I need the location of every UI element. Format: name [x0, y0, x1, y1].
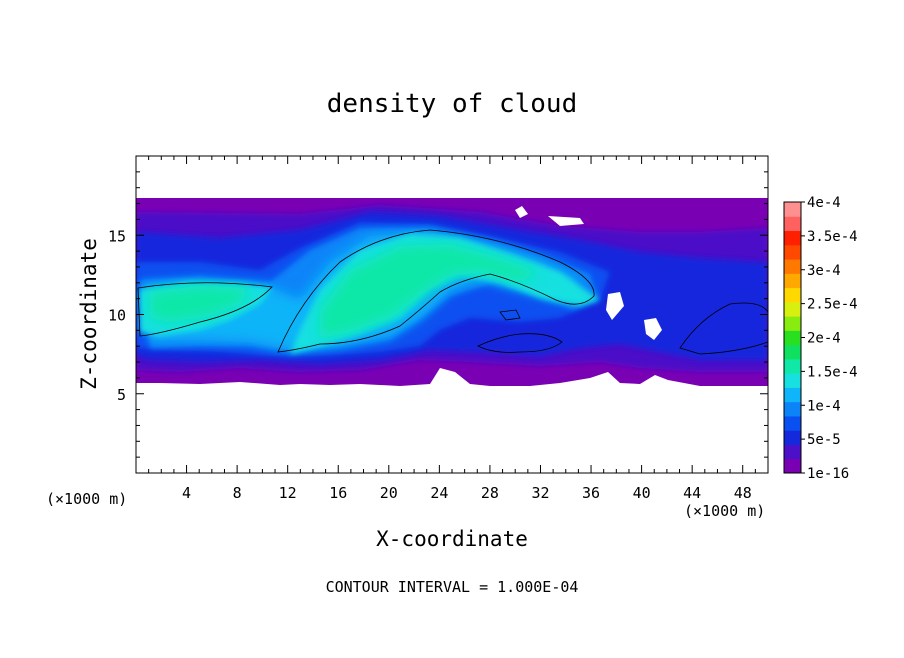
clear-gap — [644, 318, 662, 340]
y-tick-label: 15 — [108, 227, 126, 245]
colorbar-label: 2.5e-4 — [807, 297, 858, 313]
y-axis-unit: (×1000 m) — [46, 490, 127, 508]
colorbar-label: 1.5e-4 — [807, 364, 858, 380]
x-axis: 4 8 12 16 20 24 28 32 36 40 44 48 — [148, 156, 756, 502]
colorbar-swatch — [784, 444, 801, 460]
x-tick-label: 20 — [380, 484, 398, 502]
x-tick-label: 28 — [481, 484, 499, 502]
colorbar-label: 3e-4 — [807, 263, 841, 279]
plot-area — [136, 198, 768, 386]
x-tick-label: 40 — [633, 484, 651, 502]
colorbar-swatch — [784, 373, 801, 388]
x-tick-label: 44 — [683, 484, 701, 502]
clear-gap — [515, 206, 528, 218]
contour-line — [477, 333, 563, 353]
colorbar-swatch — [784, 301, 801, 317]
colorbar-swatch — [784, 458, 801, 474]
colorbar-label: 2e-4 — [807, 331, 841, 347]
colorbar-swatch — [784, 244, 801, 260]
colorbar-swatch — [784, 358, 801, 374]
contour-line — [137, 282, 273, 337]
colorbar-label: 1e-16 — [807, 466, 849, 482]
x-tick-label: 4 — [182, 484, 191, 502]
chart-title: density of cloud — [327, 89, 577, 119]
clear-gap — [548, 216, 584, 226]
colorbar-swatch — [784, 430, 801, 445]
colorbar-swatch — [784, 230, 801, 246]
colorbar-label: 4e-4 — [807, 195, 841, 211]
colorbar-swatch — [784, 273, 801, 289]
colorbar-swatch — [784, 216, 801, 232]
y-tick-label: 10 — [108, 307, 126, 325]
x-tick-label: 8 — [233, 484, 242, 502]
x-tick-label: 16 — [329, 484, 347, 502]
colorbar-label: 1e-4 — [807, 398, 841, 414]
cloud-peak-center — [320, 244, 540, 338]
y-tick-label: 5 — [117, 386, 126, 404]
contour-interval-note: CONTOUR INTERVAL = 1.000E-04 — [326, 578, 579, 596]
x-tick-label: 32 — [531, 484, 549, 502]
colorbar-swatch — [784, 401, 801, 417]
x-tick-label: 12 — [279, 484, 297, 502]
colorbar-swatch — [784, 415, 801, 431]
contour-line — [277, 229, 595, 353]
colorbar-label: 5e-5 — [807, 432, 841, 448]
colorbar-swatch — [784, 387, 801, 403]
contour-line — [499, 309, 521, 321]
clear-gap — [606, 292, 624, 320]
x-tick-label: 36 — [582, 484, 600, 502]
y-axis: 5 10 15 — [108, 171, 768, 458]
colorbar-swatch — [784, 259, 801, 274]
contour-line — [679, 302, 768, 355]
colorbar-swatch — [784, 202, 801, 217]
x-axis-label: X-coordinate — [376, 527, 528, 551]
colorbar-swatch — [784, 344, 801, 360]
colorbar-swatch — [784, 287, 801, 303]
x-tick-label: 48 — [734, 484, 752, 502]
cloud-peak-left — [150, 286, 250, 322]
y-axis-label: Z-coordinate — [77, 238, 101, 390]
colorbar-swatch — [784, 330, 801, 346]
x-axis-unit: (×1000 m) — [684, 502, 765, 520]
colorbar-label: 3.5e-4 — [807, 229, 858, 245]
x-tick-label: 24 — [430, 484, 448, 502]
colorbar-swatch — [784, 316, 801, 331]
colorbar: 1e-16 5e-5 1e-4 1.5e-4 2e-4 2.5e-4 3e-4 3.5e-4 4… — [783, 195, 858, 482]
